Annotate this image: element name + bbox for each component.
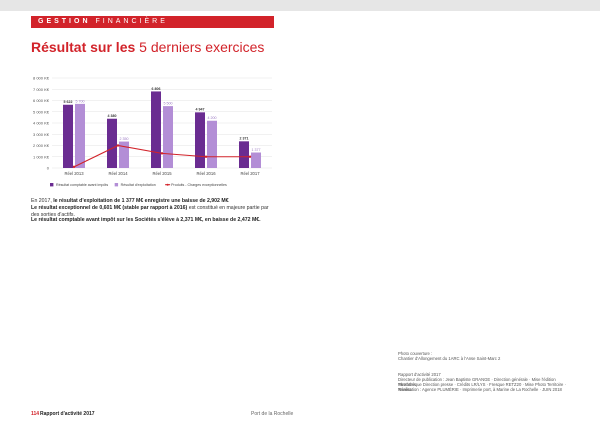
bar <box>63 104 73 168</box>
legend-label: Résultat comptable avant impôts <box>56 183 108 187</box>
bar-value-label: 5 700 <box>76 99 85 103</box>
result-chart: 0 1 000 K€ 2 000 K€ 3 000 K€ 4 000 K€ 5 000 K… <box>33 76 272 187</box>
title-light: 5 derniers exercices <box>135 39 265 55</box>
bar-value-label: 6 806 <box>152 87 161 91</box>
footer-doc-title: Rapport d'activité 2017 <box>40 411 95 417</box>
y-tick-label: 0 <box>47 166 50 171</box>
bar <box>163 106 173 168</box>
bar <box>195 112 205 168</box>
y-tick-label: 8 000 K€ <box>33 76 50 81</box>
line-point <box>204 155 208 158</box>
y-tick-label: 6 000 K€ <box>33 98 50 103</box>
paragraph-exceptional-result: Le résultat exceptionnel de 0,601 M€ (st… <box>31 205 269 218</box>
top-strip <box>0 0 600 11</box>
section-header-bar <box>31 16 274 28</box>
y-tick-label: 5 000 K€ <box>33 109 50 114</box>
legend-point-swatch <box>166 183 169 186</box>
line-point <box>160 152 164 155</box>
bar-value-label: 2 350 <box>120 137 129 141</box>
y-tick-label: 4 000 K€ <box>33 121 50 126</box>
bar-value-label: 5 500 <box>164 102 173 106</box>
bar <box>119 141 129 168</box>
credits-line-2: Photothèque Direction presse · Crédits L… <box>398 382 566 393</box>
credits-report-title: Rapport d'activité 2017 <box>398 372 441 377</box>
bar <box>151 91 161 168</box>
series-line <box>73 144 250 168</box>
bar-value-label: 2 371 <box>240 137 249 141</box>
x-tick-label: Réel 2013 <box>64 171 84 176</box>
paragraph-operating-result: En 2017, le résultat d'exploitation de 1… <box>31 198 229 204</box>
bar <box>107 118 117 168</box>
bar-value-label: 5 622 <box>64 100 73 104</box>
x-tick-label: Réel 2015 <box>152 171 172 176</box>
legend-swatch <box>114 183 119 187</box>
bar-value-label: 4 947 <box>196 108 205 112</box>
y-tick-label: 7 000 K€ <box>33 87 50 92</box>
bar <box>251 152 261 168</box>
photo-credit-label: Photo couverture : <box>398 351 433 356</box>
bar <box>207 120 217 168</box>
footer-brand: Port de la Rochelle <box>251 411 294 417</box>
line-point <box>248 155 252 158</box>
credits-line-3: Réalisation : Agence PLUMÉRIE · Imprimer… <box>398 387 562 392</box>
page-title: Résultat sur les 5 derniers exercices <box>31 38 264 56</box>
y-tick-label: 3 000 K€ <box>33 132 50 137</box>
legend-swatch <box>50 183 54 187</box>
x-tick-label: Réel 2017 <box>240 171 260 176</box>
title-bold: Résultat sur les <box>31 39 136 55</box>
x-tick-label: Réel 2016 <box>196 171 216 176</box>
legend-label: Produits - Charges exceptionnelles <box>171 183 227 187</box>
y-tick-label: 1 000 K€ <box>33 154 50 159</box>
y-tick-label: 2 000 K€ <box>33 143 50 148</box>
line-point <box>72 165 76 169</box>
paragraph-pre-tax-result: Le résultat comptable avant impôt sur le… <box>31 217 261 223</box>
legend-label: Résultat d'exploitation <box>121 183 156 187</box>
bar <box>239 141 249 168</box>
bar <box>75 103 85 168</box>
section-label: GESTION FINANCIÈRE <box>38 18 168 25</box>
page-number: 114 <box>31 411 40 417</box>
bar-value-label: 1 377 <box>252 148 261 152</box>
line-point <box>116 144 120 147</box>
x-tick-label: Réel 2014 <box>108 171 128 176</box>
bar-value-label: 4 380 <box>108 114 117 118</box>
bar-value-label: 4 200 <box>208 116 217 120</box>
photo-credit-text: Chantier d'Allongement du 1ARC à l'Anse … <box>398 356 501 361</box>
credits-line-1: Directeur de publication : Jean Baptiste… <box>398 377 556 388</box>
